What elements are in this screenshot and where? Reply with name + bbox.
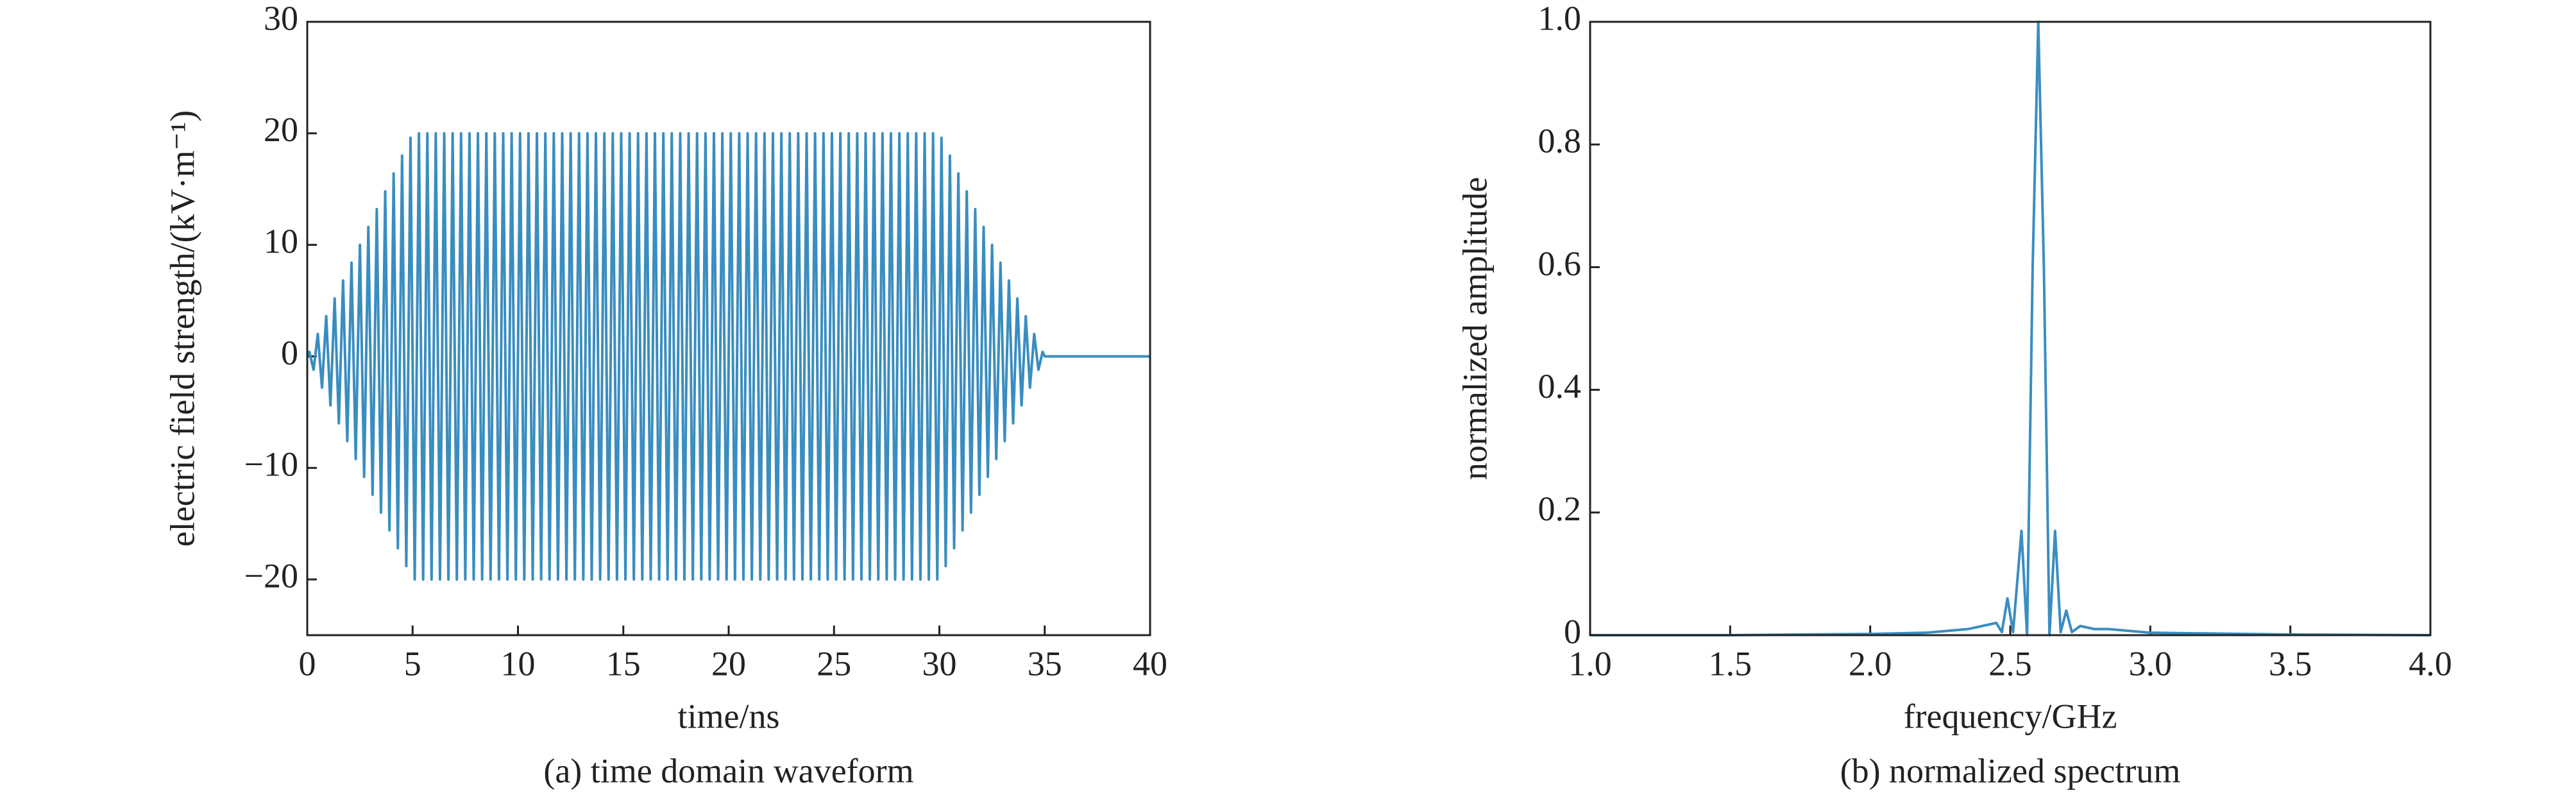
y-tick-label: 0.8 xyxy=(1538,122,1582,160)
y-tick-label: 20 xyxy=(264,110,298,149)
x-tick-label: 10 xyxy=(501,644,536,683)
caption: (b) normalized spectrum xyxy=(1840,751,2181,790)
caption: (a) time domain waveform xyxy=(543,751,913,790)
y-tick-label: 0 xyxy=(1564,612,1581,651)
x-tick-label: 1.5 xyxy=(1709,644,1752,683)
x-tick-label: 3.5 xyxy=(2269,644,2312,683)
x-axis-label: frequency/GHz xyxy=(1904,697,2117,735)
y-tick-label: 30 xyxy=(264,0,298,37)
x-tick-label: 15 xyxy=(606,644,641,683)
x-tick-label: 0 xyxy=(299,644,316,683)
x-axis-label: time/ns xyxy=(678,697,780,735)
y-axis-label: normalized amplitude xyxy=(1455,177,1494,480)
data-line xyxy=(1590,21,2431,636)
x-tick-label: 5 xyxy=(404,644,421,683)
y-tick-label: 0.2 xyxy=(1538,490,1582,528)
x-tick-label: 30 xyxy=(922,644,957,683)
data-line xyxy=(306,132,1150,581)
y-tick-label: 10 xyxy=(264,222,298,260)
x-tick-label: 35 xyxy=(1028,644,1062,683)
x-tick-label: 20 xyxy=(711,644,746,683)
x-tick-label: 1.0 xyxy=(1568,644,1612,683)
y-tick-label: 0.6 xyxy=(1538,244,1582,283)
x-tick-label: 2.0 xyxy=(1849,644,1892,683)
y-tick-label: 0 xyxy=(281,334,298,372)
y-tick-label: 0.4 xyxy=(1538,367,1582,405)
x-tick-label: 40 xyxy=(1133,644,1167,683)
x-tick-label: 2.5 xyxy=(1988,644,2032,683)
plot-frame xyxy=(1589,21,2432,636)
y-axis-label: electric field strength/(kV·m⁻¹) xyxy=(163,110,201,547)
y-tick-label: 1.0 xyxy=(1538,0,1582,37)
x-tick-label: 4.0 xyxy=(2409,644,2452,683)
plot-frame xyxy=(306,21,1151,636)
x-tick-label: 25 xyxy=(817,644,851,683)
y-tick-label: −10 xyxy=(244,445,298,484)
y-tick-label: −20 xyxy=(244,556,298,595)
x-tick-label: 3.0 xyxy=(2129,644,2173,683)
